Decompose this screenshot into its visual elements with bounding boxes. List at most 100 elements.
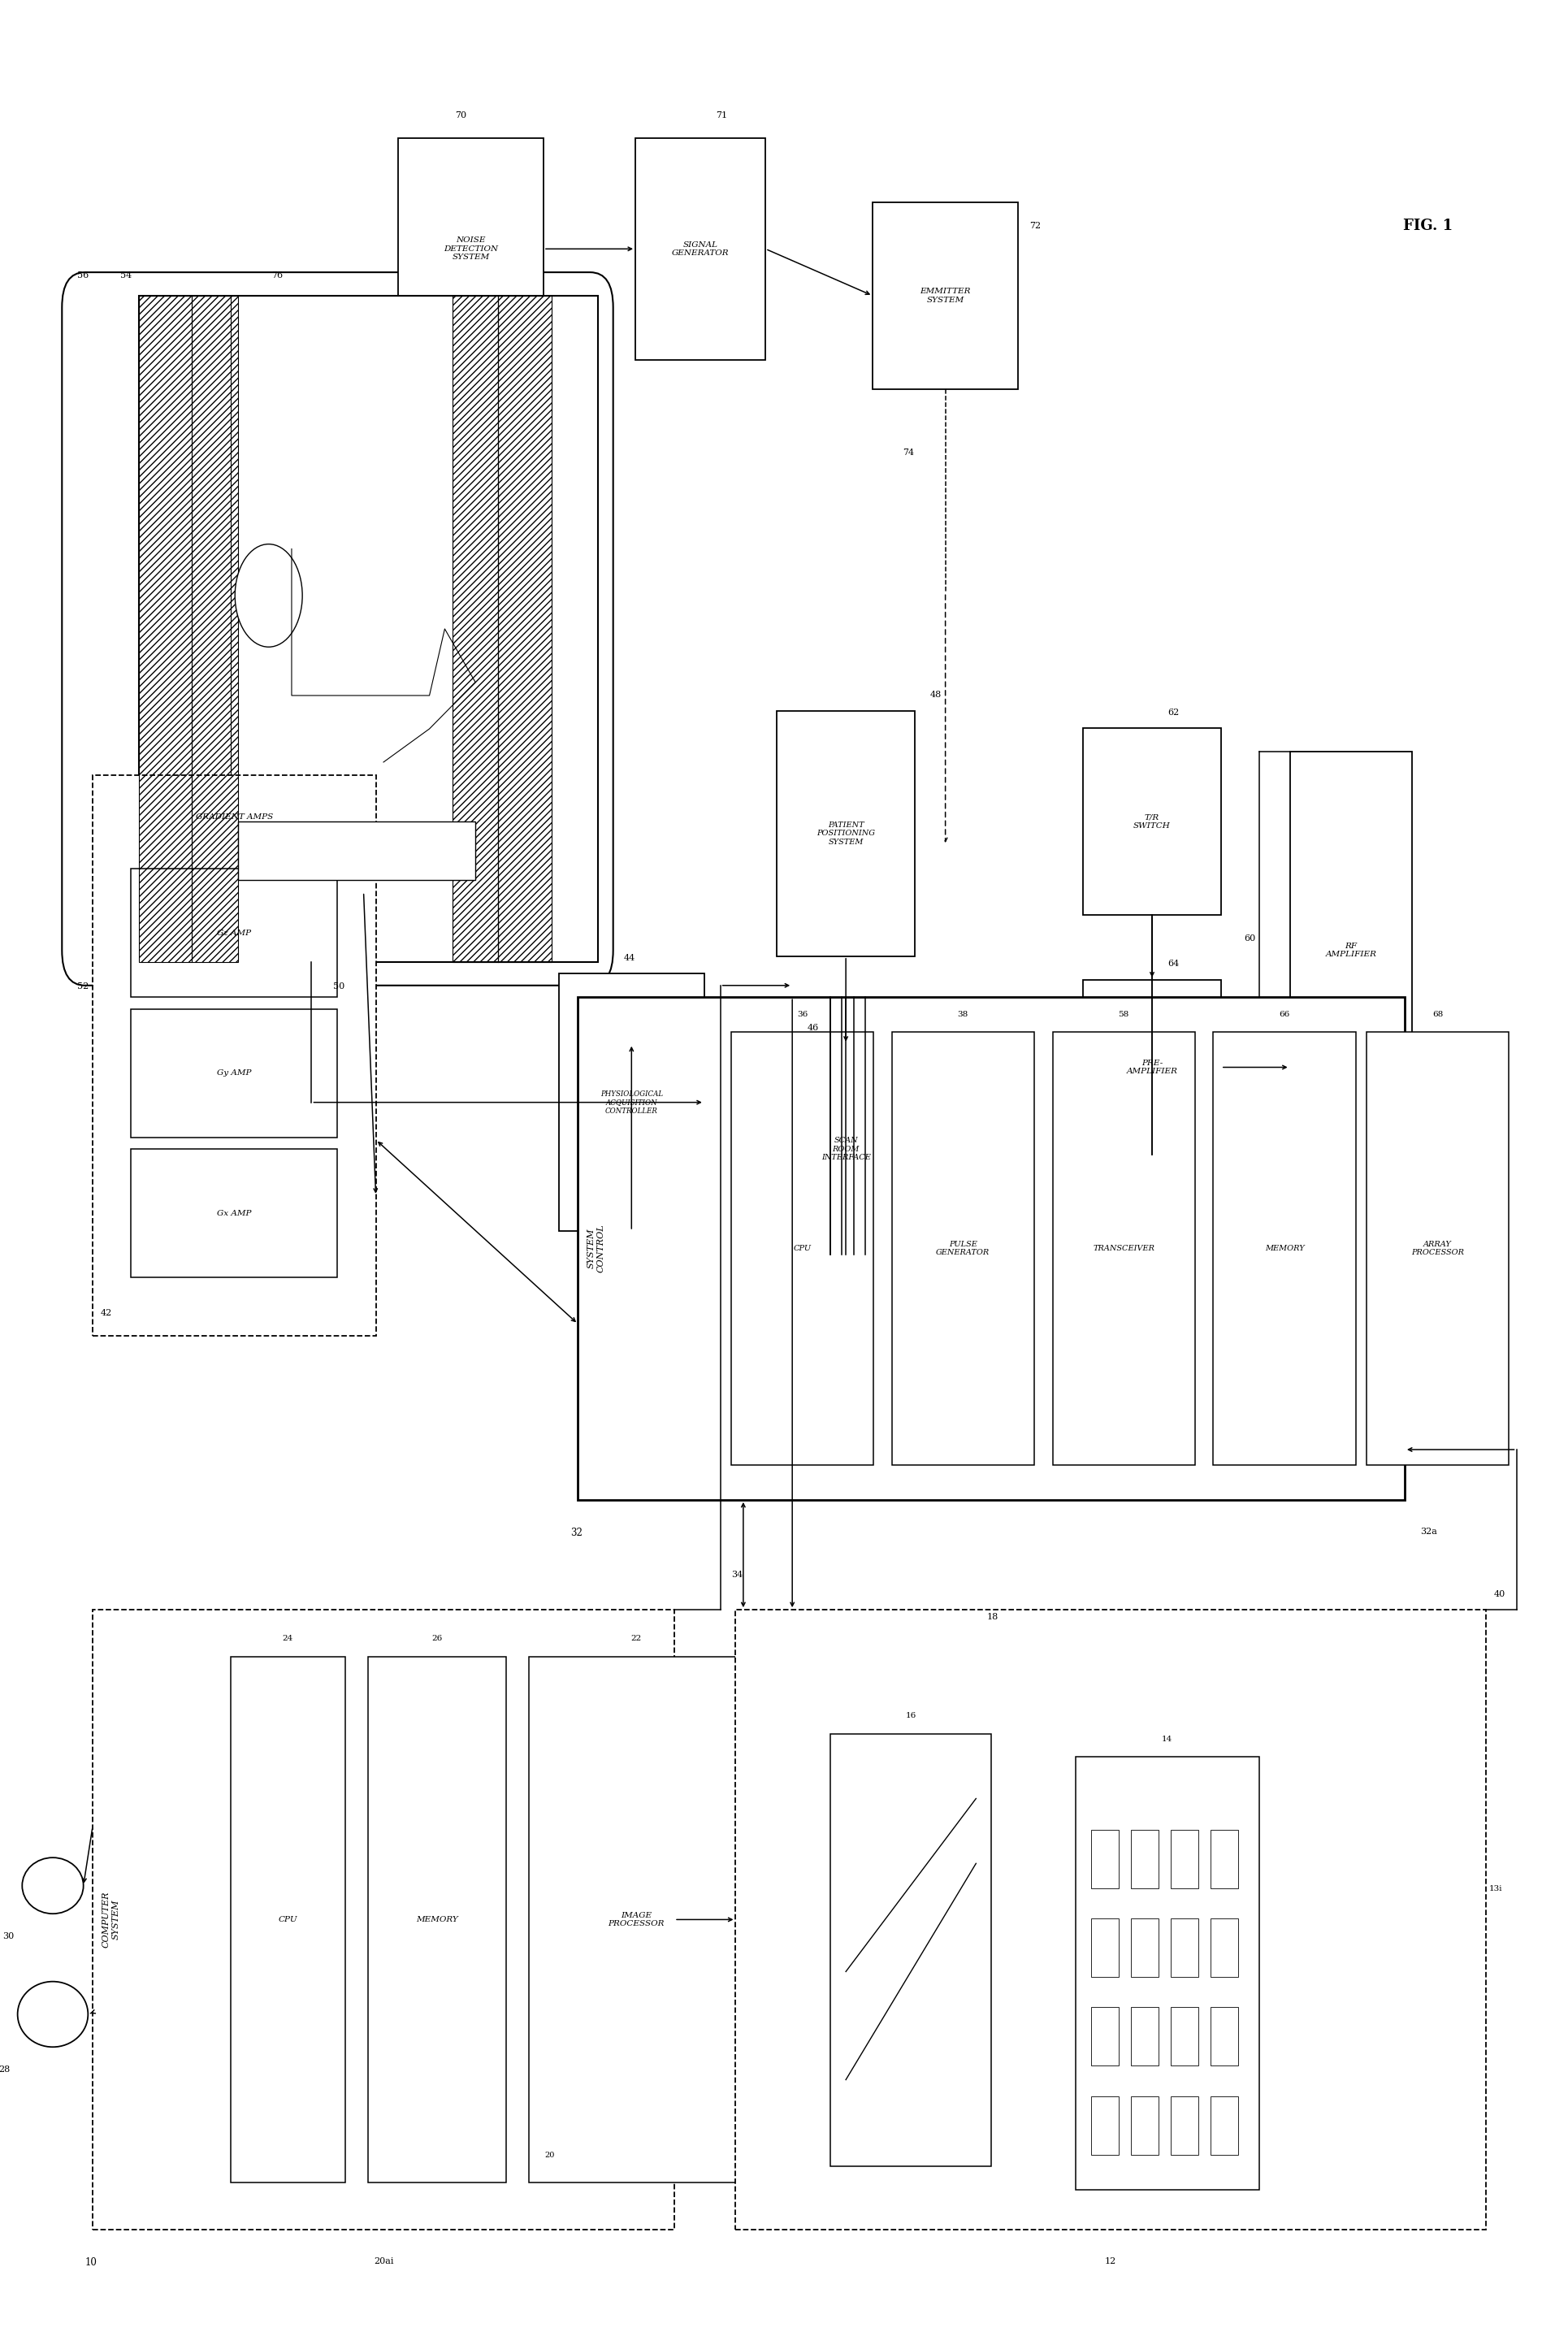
- Text: 30: 30: [3, 1932, 14, 1942]
- Bar: [138, 295, 191, 961]
- Text: MEMORY: MEMORY: [1264, 1245, 1303, 1252]
- Text: ARRAY
PROCESSOR: ARRAY PROCESSOR: [1411, 1241, 1463, 1257]
- Bar: [1212, 1032, 1355, 1466]
- Bar: [368, 1656, 506, 2183]
- Text: SCAN
ROOM
INTERFACE: SCAN ROOM INTERFACE: [820, 1137, 870, 1161]
- Text: 18: 18: [986, 1613, 997, 1620]
- Text: 50: 50: [332, 983, 345, 990]
- Text: PRE-
AMPLIFIER: PRE- AMPLIFIER: [1126, 1060, 1178, 1074]
- Text: NOISE
DETECTION
SYSTEM: NOISE DETECTION SYSTEM: [444, 237, 497, 260]
- Bar: [1289, 753, 1411, 1149]
- Bar: [1209, 1918, 1237, 1977]
- Text: CPU: CPU: [793, 1245, 811, 1252]
- Bar: [731, 1032, 873, 1466]
- Bar: [735, 1609, 1485, 2230]
- Text: 68: 68: [1432, 1011, 1443, 1018]
- Text: IMAGE
PROCESSOR: IMAGE PROCESSOR: [607, 1911, 663, 1928]
- Text: 20ai: 20ai: [373, 2258, 394, 2265]
- Bar: [1131, 1918, 1157, 1977]
- Text: 56: 56: [77, 272, 89, 279]
- Bar: [452, 295, 499, 961]
- Bar: [1090, 2007, 1118, 2066]
- Text: 48: 48: [930, 692, 941, 699]
- Text: MEMORY: MEMORY: [416, 1916, 458, 1923]
- Text: 13i: 13i: [1488, 1885, 1502, 1892]
- Text: GRADIENT AMPS: GRADIENT AMPS: [196, 814, 273, 821]
- Bar: [776, 711, 914, 957]
- Bar: [1131, 2007, 1157, 2066]
- Bar: [1131, 1829, 1157, 1888]
- Bar: [1170, 2096, 1198, 2155]
- Text: 54: 54: [121, 272, 132, 279]
- Text: 32a: 32a: [1419, 1529, 1436, 1536]
- Text: 70: 70: [455, 110, 467, 120]
- Text: 52: 52: [77, 983, 89, 990]
- Text: 72: 72: [1029, 220, 1041, 230]
- Bar: [1170, 1829, 1198, 1888]
- Text: FIG. 1: FIG. 1: [1402, 218, 1452, 232]
- Bar: [558, 973, 704, 1231]
- Bar: [1090, 1829, 1118, 1888]
- Bar: [499, 295, 552, 961]
- Text: SIGNAL
GENERATOR: SIGNAL GENERATOR: [671, 242, 729, 258]
- Text: 42: 42: [100, 1309, 111, 1318]
- Text: 64: 64: [1167, 959, 1178, 968]
- Bar: [635, 138, 765, 361]
- Bar: [1209, 2096, 1237, 2155]
- Text: 58: 58: [1118, 1011, 1129, 1018]
- Text: 71: 71: [715, 110, 728, 120]
- Bar: [1082, 980, 1220, 1156]
- Bar: [1170, 2007, 1198, 2066]
- Text: 12: 12: [1104, 2258, 1116, 2265]
- Bar: [1090, 2096, 1118, 2155]
- Bar: [891, 1032, 1033, 1466]
- Ellipse shape: [17, 1982, 88, 2047]
- Text: 22: 22: [630, 1634, 641, 1642]
- Bar: [1090, 1918, 1118, 1977]
- Text: 66: 66: [1278, 1011, 1289, 1018]
- Bar: [398, 138, 543, 361]
- Bar: [1366, 1032, 1508, 1466]
- Text: T/R
SWITCH: T/R SWITCH: [1134, 814, 1170, 830]
- Text: PULSE
GENERATOR: PULSE GENERATOR: [936, 1241, 989, 1257]
- Text: 20: 20: [544, 2153, 554, 2160]
- Text: 28: 28: [0, 2066, 9, 2073]
- Text: 36: 36: [797, 1011, 808, 1018]
- Bar: [130, 1008, 337, 1137]
- Text: SYSTEM
CONTROL: SYSTEM CONTROL: [588, 1224, 605, 1273]
- Bar: [1131, 2096, 1157, 2155]
- Text: 74: 74: [902, 448, 914, 457]
- Bar: [829, 1733, 991, 2167]
- Bar: [93, 1609, 674, 2230]
- Bar: [130, 868, 337, 997]
- Text: PATIENT
POSITIONING
SYSTEM: PATIENT POSITIONING SYSTEM: [817, 821, 875, 847]
- Text: CPU: CPU: [278, 1916, 298, 1923]
- Text: Gy AMP: Gy AMP: [216, 1069, 251, 1076]
- Circle shape: [235, 544, 303, 647]
- Bar: [93, 774, 376, 1337]
- Text: 26: 26: [431, 1634, 442, 1642]
- Text: 40: 40: [1493, 1590, 1504, 1597]
- Bar: [1209, 1829, 1237, 1888]
- Text: 34: 34: [731, 1571, 742, 1578]
- Text: 24: 24: [282, 1634, 293, 1642]
- Text: 62: 62: [1167, 708, 1178, 718]
- Text: RF
AMPLIFIER: RF AMPLIFIER: [1325, 943, 1377, 959]
- Bar: [238, 821, 475, 879]
- Bar: [872, 202, 1018, 389]
- Bar: [130, 1149, 337, 1278]
- Text: 14: 14: [1162, 1735, 1173, 1742]
- Bar: [1076, 1756, 1259, 2190]
- Text: 76: 76: [271, 272, 284, 279]
- Text: 10: 10: [85, 2258, 97, 2268]
- Bar: [230, 1656, 345, 2183]
- Text: Gx AMP: Gx AMP: [216, 1210, 251, 1217]
- Text: 46: 46: [808, 1025, 818, 1032]
- Bar: [1170, 1918, 1198, 1977]
- Bar: [1209, 2007, 1237, 2066]
- Bar: [528, 1656, 743, 2183]
- Text: TRANSCEIVER: TRANSCEIVER: [1093, 1245, 1154, 1252]
- Bar: [1052, 1032, 1195, 1466]
- Bar: [577, 997, 1403, 1501]
- Ellipse shape: [22, 1857, 83, 1914]
